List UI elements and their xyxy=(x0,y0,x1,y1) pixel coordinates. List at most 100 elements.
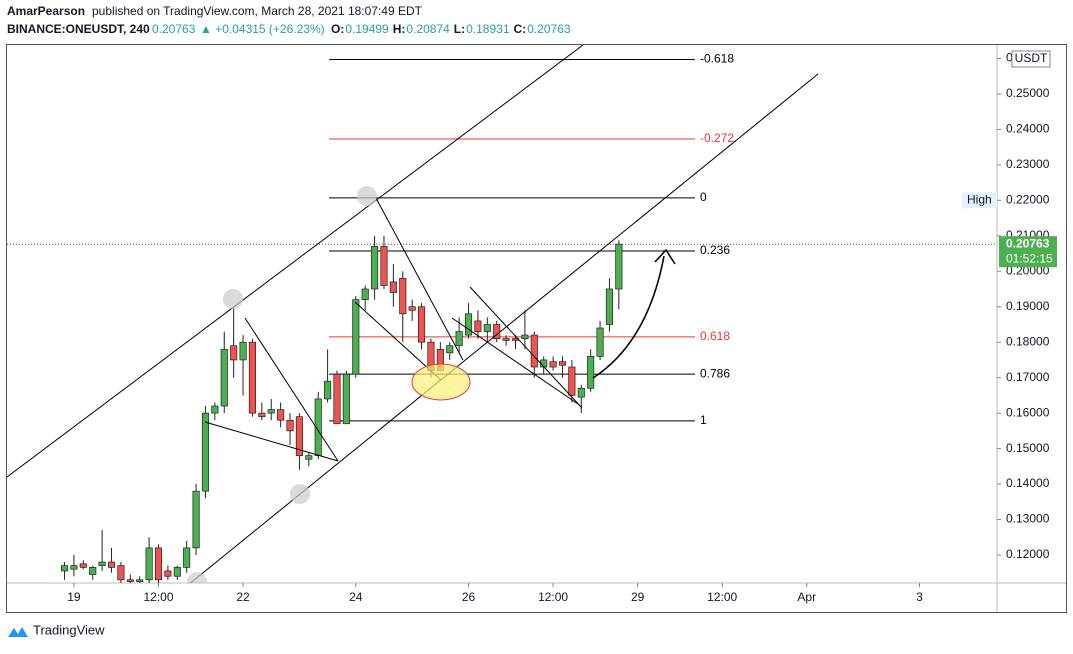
chart-frame xyxy=(6,44,1067,613)
arrow xyxy=(592,255,665,379)
candles xyxy=(60,235,623,583)
candle-body xyxy=(201,412,210,492)
x-tick-label: 3 xyxy=(916,590,923,604)
candle-body xyxy=(107,561,116,568)
candle-body xyxy=(98,561,106,566)
candle-body xyxy=(239,341,247,361)
candle-body xyxy=(173,567,181,577)
candle-body xyxy=(60,565,69,572)
trend-line xyxy=(204,421,339,462)
y-tick-label: 0.24000 xyxy=(1006,122,1050,136)
x-tick-label: 26 xyxy=(462,590,476,604)
candle-body xyxy=(483,324,491,332)
price: 0.20763 xyxy=(152,22,196,36)
candle-body xyxy=(324,380,332,400)
candle-body xyxy=(117,565,125,581)
candle-body xyxy=(154,547,163,581)
high-tag xyxy=(962,192,997,209)
candle-body xyxy=(248,341,256,414)
y-tick-label: 0.19000 xyxy=(1006,299,1050,313)
candle-body xyxy=(577,387,585,398)
candle-body xyxy=(192,490,200,549)
candle-body xyxy=(596,327,604,357)
currency-box xyxy=(1011,50,1051,68)
trend-line xyxy=(451,317,579,405)
symbol: BINANCE:ONEUSDT, 240 xyxy=(7,22,150,36)
x-tick-label: 24 xyxy=(349,590,363,604)
x-tick-label: 12:00 xyxy=(707,590,737,604)
fib-label: 0 xyxy=(700,190,707,204)
highlight-ellipse xyxy=(411,363,471,401)
ohlc-value: 0.18931 xyxy=(466,22,510,36)
ohlc-value: 0.20763 xyxy=(527,22,571,36)
y-tick-label: 0.25000 xyxy=(1006,86,1050,100)
candle-body xyxy=(333,373,341,425)
price-tag xyxy=(999,236,1057,268)
ohlc-key: C: xyxy=(514,22,527,36)
candle-body xyxy=(267,409,275,414)
candle-body xyxy=(399,278,407,315)
candle-body xyxy=(549,361,557,368)
candle-body xyxy=(361,288,369,300)
published: published on TradingView.com, March 28, … xyxy=(92,4,423,18)
channel-upper xyxy=(7,45,584,478)
fib-label: 0.236 xyxy=(700,243,730,257)
candle-body xyxy=(164,570,172,577)
y-tick-label: 0.15000 xyxy=(1006,441,1050,455)
change: ▲ +0.04315 (+26.23%) xyxy=(200,22,325,36)
candle-body xyxy=(126,579,134,582)
candle-body xyxy=(587,356,595,389)
candle-body xyxy=(305,455,313,460)
x-tick-label: 19 xyxy=(67,590,81,604)
candle-body xyxy=(342,373,350,425)
candle-body xyxy=(605,288,614,325)
fib-label: 0.618 xyxy=(700,329,730,343)
ohlc-value: 0.19499 xyxy=(345,22,389,36)
pivot-marker xyxy=(290,484,310,504)
candle-body xyxy=(286,419,294,432)
arrow-head xyxy=(654,248,676,265)
candle-body xyxy=(389,281,397,293)
x-tick-label: 29 xyxy=(631,590,645,604)
pivot-marker xyxy=(187,572,207,583)
price-tag-label: 0.20763 xyxy=(1006,236,1050,250)
y-tick-label: 0.23000 xyxy=(1006,157,1050,171)
candle-body xyxy=(70,565,78,570)
ohlc: O: 0.19499 H: 0.20874 L: 0.18931 C: 0.20763 xyxy=(331,22,571,36)
y-tick-label: 0.14000 xyxy=(1006,476,1050,490)
candle-body xyxy=(211,405,219,414)
candle-body xyxy=(502,338,510,341)
high-label: High xyxy=(967,193,992,207)
candle-body xyxy=(136,579,144,582)
candle-body xyxy=(371,246,379,290)
candle-body xyxy=(295,416,303,457)
candle-body xyxy=(230,345,238,361)
ohlc-value: 0.20874 xyxy=(406,22,450,36)
y-tick-label: 0.18000 xyxy=(1006,334,1050,348)
candle-body xyxy=(474,320,482,332)
author: AmarPearson xyxy=(7,4,85,18)
candle-body xyxy=(615,243,623,290)
candle-body xyxy=(277,409,285,421)
candle-body xyxy=(258,412,266,418)
candle-body xyxy=(558,361,567,366)
currency: USDT xyxy=(1015,51,1048,65)
drawings xyxy=(7,45,819,583)
candle-body xyxy=(352,299,360,375)
x-tick-label: 12:00 xyxy=(538,590,568,604)
candle-body xyxy=(380,246,388,286)
axes: 0.12000 0.13000 0.14000 0.15000 0.16000 0.170… xyxy=(67,51,1049,605)
trend-line xyxy=(375,197,464,361)
y-tick-label: 0.17000 xyxy=(1006,370,1050,384)
fib-label: -0.618 xyxy=(700,52,734,66)
trend-line xyxy=(469,286,583,409)
y-tick-label: 0.13000 xyxy=(1006,512,1050,526)
y-tick-label: 0.16000 xyxy=(1006,405,1050,419)
fib-retracement: -0.618 -0.272 0 0.236 0.618 0.786 1 xyxy=(7,52,997,427)
ohlc-key: L: xyxy=(454,22,465,36)
pivot-marker xyxy=(223,289,243,309)
x-tick-label: 22 xyxy=(236,590,250,604)
candle-body xyxy=(408,306,416,311)
